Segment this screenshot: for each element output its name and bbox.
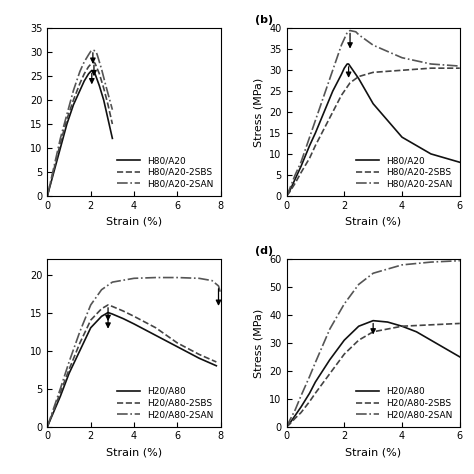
Legend: H80/A20, H80/A20-2SBS, H80/A20-2SAN: H80/A20, H80/A20-2SBS, H80/A20-2SAN — [115, 154, 216, 191]
X-axis label: Strain (%): Strain (%) — [106, 447, 162, 457]
Legend: H80/A20, H80/A20-2SBS, H80/A20-2SAN: H80/A20, H80/A20-2SBS, H80/A20-2SAN — [354, 154, 455, 191]
Y-axis label: Stress (MPa): Stress (MPa) — [254, 77, 264, 147]
X-axis label: Strain (%): Strain (%) — [345, 447, 401, 457]
Text: (b): (b) — [255, 15, 273, 25]
Y-axis label: Stress (MPa): Stress (MPa) — [254, 308, 264, 378]
Legend: H20/A80, H20/A80-2SBS, H20/A80-2SAN: H20/A80, H20/A80-2SBS, H20/A80-2SAN — [115, 384, 216, 422]
Text: (d): (d) — [255, 246, 273, 256]
X-axis label: Strain (%): Strain (%) — [106, 216, 162, 226]
X-axis label: Strain (%): Strain (%) — [345, 216, 401, 226]
Legend: H20/A80, H20/A80-2SBS, H20/A80-2SAN: H20/A80, H20/A80-2SBS, H20/A80-2SAN — [354, 384, 455, 422]
